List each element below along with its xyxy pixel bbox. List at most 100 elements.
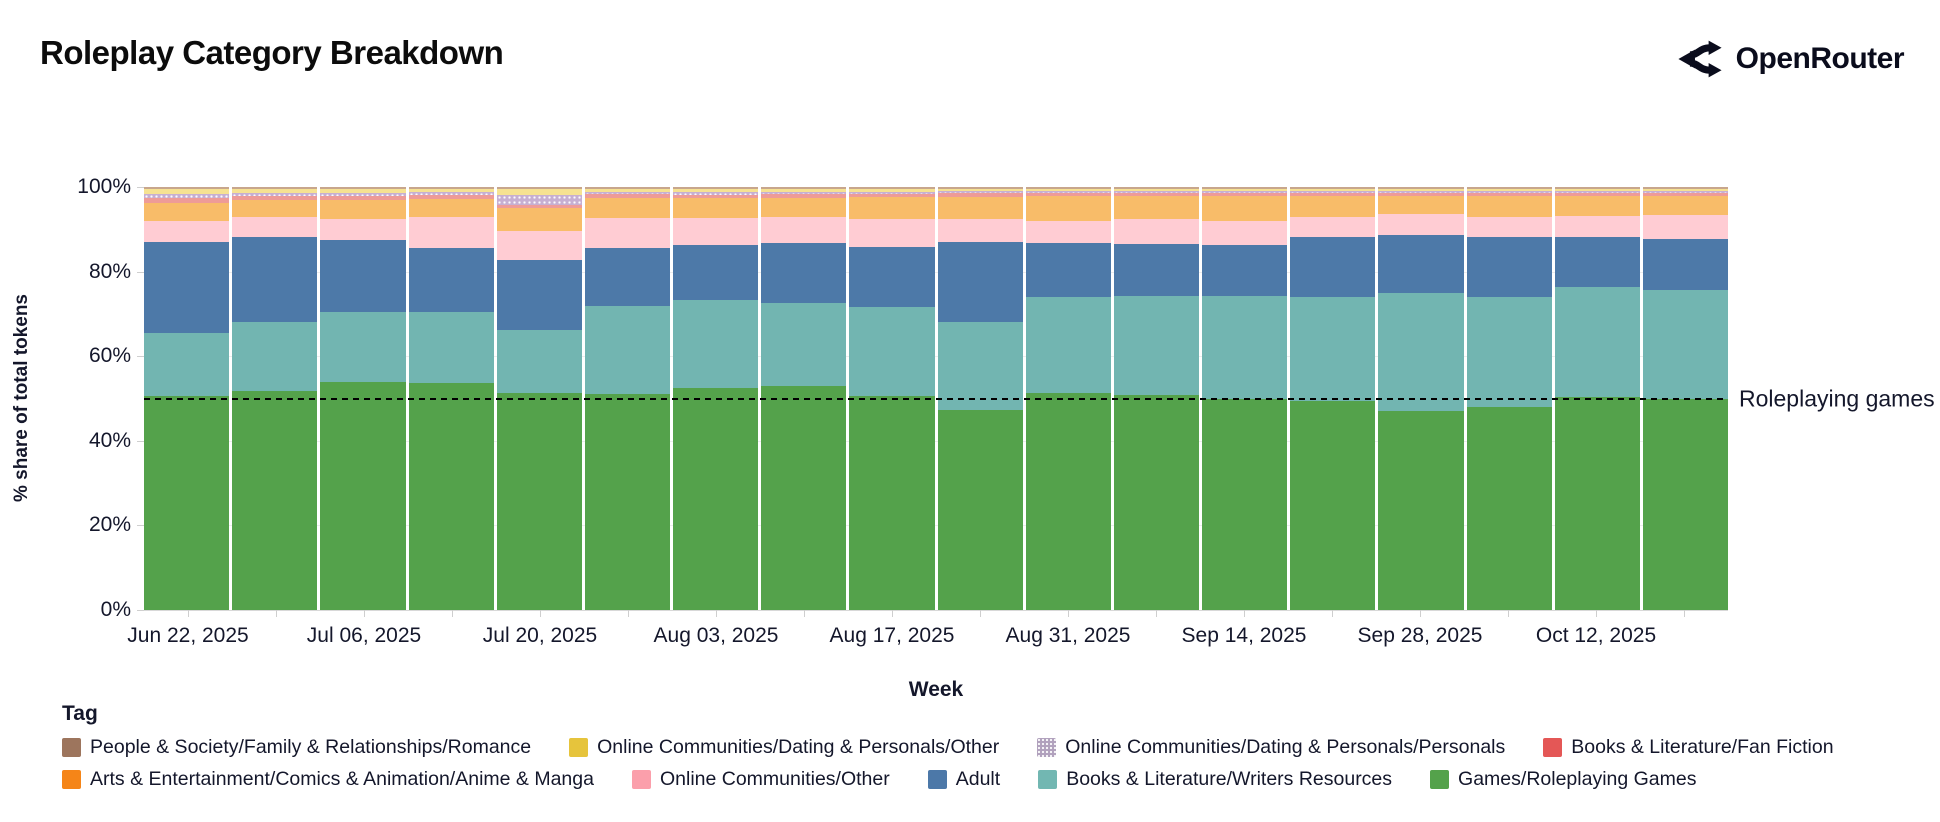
bar-segment-arts-entertainment-comics-animation-anime-manga[interactable] — [1290, 195, 1376, 217]
bar-segment-online-communities-dating-personals-other[interactable] — [144, 189, 230, 195]
bar-segment-adult[interactable] — [1113, 244, 1200, 297]
bar-segment-online-communities-dating-personals-other[interactable] — [673, 188, 759, 193]
bar-segment-arts-entertainment-comics-animation-anime-manga[interactable] — [320, 199, 406, 220]
bar-segment-people-society-family-relationships-romance[interactable] — [849, 187, 935, 189]
bar-segment-adult[interactable] — [320, 239, 406, 312]
bar-segment-books-literature-fan-fiction[interactable] — [937, 193, 1023, 197]
bar-segment-books-literature-fan-fiction[interactable] — [144, 198, 230, 204]
bar-segment-online-communities-dating-personals-other[interactable] — [232, 188, 318, 193]
bar-week-oct-05-2025[interactable] — [1466, 187, 1552, 610]
bar-segment-online-communities-dating-personals-other[interactable] — [1202, 188, 1288, 192]
bar-segment-online-communities-dating-personals-other[interactable] — [1378, 188, 1464, 192]
bar-segment-people-society-family-relationships-romance[interactable] — [937, 187, 1023, 189]
bar-segment-online-communities-dating-personals-personals[interactable] — [761, 192, 847, 195]
bar-segment-online-communities-other[interactable] — [849, 219, 935, 247]
bar-segment-adult[interactable] — [937, 241, 1023, 322]
bar-segment-arts-entertainment-comics-animation-anime-manga[interactable] — [937, 196, 1023, 220]
bar-segment-people-society-family-relationships-romance[interactable] — [1290, 187, 1376, 189]
bar-segment-books-literature-fan-fiction[interactable] — [496, 205, 582, 209]
bar-segment-online-communities-other[interactable] — [1025, 220, 1111, 243]
bar-segment-games-roleplaying-games[interactable] — [1202, 398, 1288, 610]
bar-segment-online-communities-other[interactable] — [1554, 216, 1640, 237]
bar-segment-books-literature-fan-fiction[interactable] — [1378, 192, 1464, 196]
bar-segment-adult[interactable] — [1378, 234, 1464, 294]
bar-segment-games-roleplaying-games[interactable] — [673, 387, 759, 610]
bar-segment-online-communities-dating-personals-personals[interactable] — [584, 192, 671, 195]
bar-segment-games-roleplaying-games[interactable] — [232, 390, 318, 610]
bar-segment-games-roleplaying-games[interactable] — [761, 386, 847, 610]
bar-segment-online-communities-other[interactable] — [1642, 214, 1729, 240]
bar-segment-online-communities-other[interactable] — [1378, 214, 1464, 235]
bar-segment-books-literature-fan-fiction[interactable] — [1466, 192, 1552, 197]
legend-item-online-communities-dating-personals-personals[interactable]: Online Communities/Dating & Personals/Pe… — [1037, 736, 1505, 759]
bar-segment-people-society-family-relationships-romance[interactable] — [1378, 187, 1464, 189]
bar-segment-games-roleplaying-games[interactable] — [1554, 397, 1640, 610]
bar-segment-online-communities-dating-personals-other[interactable] — [408, 188, 494, 193]
bar-segment-books-literature-writers-resources[interactable] — [673, 299, 759, 388]
bar-segment-online-communities-other[interactable] — [1466, 217, 1552, 238]
bar-segment-people-society-family-relationships-romance[interactable] — [584, 187, 671, 189]
bar-segment-online-communities-dating-personals-other[interactable] — [1642, 188, 1729, 191]
bar-segment-arts-entertainment-comics-animation-anime-manga[interactable] — [1642, 195, 1729, 215]
bar-segment-online-communities-dating-personals-other[interactable] — [496, 189, 582, 195]
legend-item-people-society-family-relationships-romance[interactable]: People & Society/Family & Relationships/… — [62, 736, 531, 759]
bar-segment-online-communities-other[interactable] — [673, 217, 759, 245]
bar-segment-adult[interactable] — [144, 242, 230, 333]
bar-segment-adult[interactable] — [408, 247, 494, 313]
bar-segment-books-literature-writers-resources[interactable] — [144, 332, 230, 396]
bar-segment-adult[interactable] — [1290, 237, 1376, 298]
bar-week-jun-22-2025[interactable] — [144, 187, 230, 610]
bar-segment-arts-entertainment-comics-animation-anime-manga[interactable] — [584, 198, 671, 219]
bar-segment-books-literature-fan-fiction[interactable] — [408, 195, 494, 199]
bar-segment-online-communities-dating-personals-personals[interactable] — [232, 192, 318, 196]
bar-segment-adult[interactable] — [1466, 237, 1552, 298]
bar-segment-games-roleplaying-games[interactable] — [584, 394, 671, 610]
bar-segment-online-communities-dating-personals-personals[interactable] — [1113, 191, 1200, 194]
bar-segment-games-roleplaying-games[interactable] — [1025, 392, 1111, 610]
bar-segment-online-communities-dating-personals-other[interactable] — [1113, 188, 1200, 192]
bar-segment-games-roleplaying-games[interactable] — [408, 383, 494, 610]
bar-segment-arts-entertainment-comics-animation-anime-manga[interactable] — [1554, 195, 1640, 217]
legend-item-games-roleplaying-games[interactable]: Games/Roleplaying Games — [1430, 768, 1696, 791]
bar-segment-people-society-family-relationships-romance[interactable] — [761, 187, 847, 189]
bar-segment-online-communities-other[interactable] — [496, 231, 582, 261]
bar-segment-books-literature-fan-fiction[interactable] — [673, 194, 759, 199]
bar-segment-adult[interactable] — [1025, 242, 1111, 297]
bar-week-jul-13-2025[interactable] — [408, 187, 494, 610]
bar-week-sep-14-2025[interactable] — [1202, 187, 1288, 610]
bar-segment-online-communities-dating-personals-personals[interactable] — [1378, 191, 1464, 193]
bar-segment-arts-entertainment-comics-animation-anime-manga[interactable] — [1202, 196, 1288, 221]
legend-item-arts-entertainment-comics-animation-anime-manga[interactable]: Arts & Entertainment/Comics & Animation/… — [62, 768, 594, 791]
bar-segment-online-communities-other[interactable] — [1202, 220, 1288, 245]
bar-segment-online-communities-other[interactable] — [1290, 216, 1376, 238]
bar-segment-arts-entertainment-comics-animation-anime-manga[interactable] — [496, 208, 582, 232]
bar-segment-adult[interactable] — [673, 244, 759, 300]
bar-week-sep-21-2025[interactable] — [1290, 187, 1376, 610]
bar-segment-arts-entertainment-comics-animation-anime-manga[interactable] — [1025, 195, 1111, 221]
bar-segment-online-communities-dating-personals-personals[interactable] — [1290, 190, 1376, 193]
legend-item-books-literature-fan-fiction[interactable]: Books & Literature/Fan Fiction — [1543, 736, 1834, 759]
bar-week-oct-12-2025[interactable] — [1554, 187, 1640, 610]
bar-segment-books-literature-writers-resources[interactable] — [849, 306, 935, 397]
bar-segment-online-communities-other[interactable] — [232, 217, 318, 238]
bar-week-aug-03-2025[interactable] — [673, 187, 759, 610]
bar-segment-online-communities-dating-personals-other[interactable] — [320, 188, 406, 193]
bar-segment-people-society-family-relationships-romance[interactable] — [408, 187, 494, 189]
bar-segment-books-literature-writers-resources[interactable] — [584, 305, 671, 395]
legend-item-online-communities-dating-personals-other[interactable]: Online Communities/Dating & Personals/Ot… — [569, 736, 999, 759]
bar-segment-arts-entertainment-comics-animation-anime-manga[interactable] — [1378, 195, 1464, 215]
bar-segment-books-literature-writers-resources[interactable] — [761, 302, 847, 387]
bar-segment-online-communities-dating-personals-other[interactable] — [584, 188, 671, 193]
bar-segment-books-literature-fan-fiction[interactable] — [849, 193, 935, 198]
bar-week-jul-27-2025[interactable] — [584, 187, 671, 610]
bar-segment-online-communities-dating-personals-personals[interactable] — [1466, 191, 1552, 193]
legend-item-online-communities-other[interactable]: Online Communities/Other — [631, 768, 890, 791]
bar-segment-games-roleplaying-games[interactable] — [849, 396, 935, 610]
bar-segment-people-society-family-relationships-romance[interactable] — [1554, 187, 1640, 189]
bar-segment-arts-entertainment-comics-animation-anime-manga[interactable] — [849, 197, 935, 220]
bar-segment-online-communities-dating-personals-personals[interactable] — [1025, 191, 1111, 193]
bar-segment-arts-entertainment-comics-animation-anime-manga[interactable] — [1466, 196, 1552, 218]
bar-segment-online-communities-other[interactable] — [144, 220, 230, 243]
bar-segment-arts-entertainment-comics-animation-anime-manga[interactable] — [761, 197, 847, 218]
bar-segment-people-society-family-relationships-romance[interactable] — [144, 187, 230, 190]
